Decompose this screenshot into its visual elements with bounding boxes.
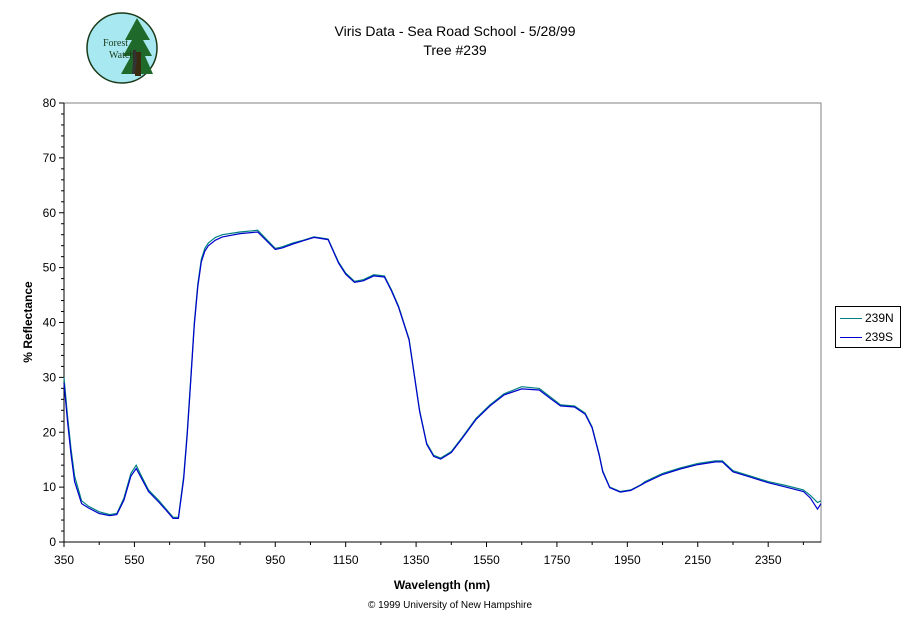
y-tick-label: 10 [43, 480, 57, 494]
logo-text-line2: Watch [109, 50, 134, 61]
x-tick-label: 2350 [755, 553, 782, 567]
logo-text-line1: Forest [103, 38, 128, 49]
x-tick-label: 750 [195, 553, 215, 567]
legend-label: 239N [865, 311, 894, 325]
legend-swatch [840, 317, 862, 319]
legend-item-239S: 239S [840, 329, 893, 345]
x-tick-label: 2150 [684, 553, 711, 567]
x-tick-label: 950 [265, 553, 285, 567]
series-line-239S [63, 231, 822, 520]
y-tick-label: 40 [43, 316, 57, 330]
y-tick-label: 0 [49, 535, 56, 549]
x-tick-label: 350 [54, 553, 74, 567]
legend-label: 239S [865, 330, 894, 344]
x-tick-label: 1550 [473, 553, 500, 567]
x-tick-label: 1150 [333, 553, 359, 567]
y-axis-title: % Reflectance [21, 281, 35, 363]
y-tick-label: 50 [43, 261, 57, 275]
x-tick-label: 1750 [544, 553, 571, 567]
copyright-text: © 1999 University of New Hampshire [367, 600, 533, 611]
plot-area [63, 102, 822, 543]
x-tick-label: 1950 [614, 553, 641, 567]
axes: 0 10 20 30 40 50 60 70 80 350 550 750 950 1150 1350 155… [43, 96, 821, 567]
chart-subtitle: Tree #239 [423, 42, 487, 58]
person-icon [132, 50, 137, 74]
legend-swatch [840, 336, 862, 338]
legend-item-239N: 239N [840, 310, 894, 326]
y-tick-label: 80 [43, 96, 57, 110]
series-group [63, 229, 822, 520]
x-axis-title: Wavelength (nm) [394, 578, 490, 592]
y-tick-label: 20 [43, 425, 57, 439]
series-line-239N [63, 229, 822, 518]
chart-title-block: Viris Data - Sea Road School - 5/28/99 T… [200, 22, 710, 60]
chart-title: Viris Data - Sea Road School - 5/28/99 [334, 23, 576, 39]
x-tick-label: 550 [124, 553, 144, 567]
y-tick-label: 70 [43, 151, 57, 165]
y-tick-label: 60 [43, 206, 57, 220]
chart-legend: 239N 239S [835, 306, 901, 348]
forest-watch-logo: Forest Watch [86, 12, 158, 84]
tree-icon [121, 18, 153, 74]
y-tick-label: 30 [43, 370, 57, 384]
x-tick-label: 1350 [403, 553, 430, 567]
